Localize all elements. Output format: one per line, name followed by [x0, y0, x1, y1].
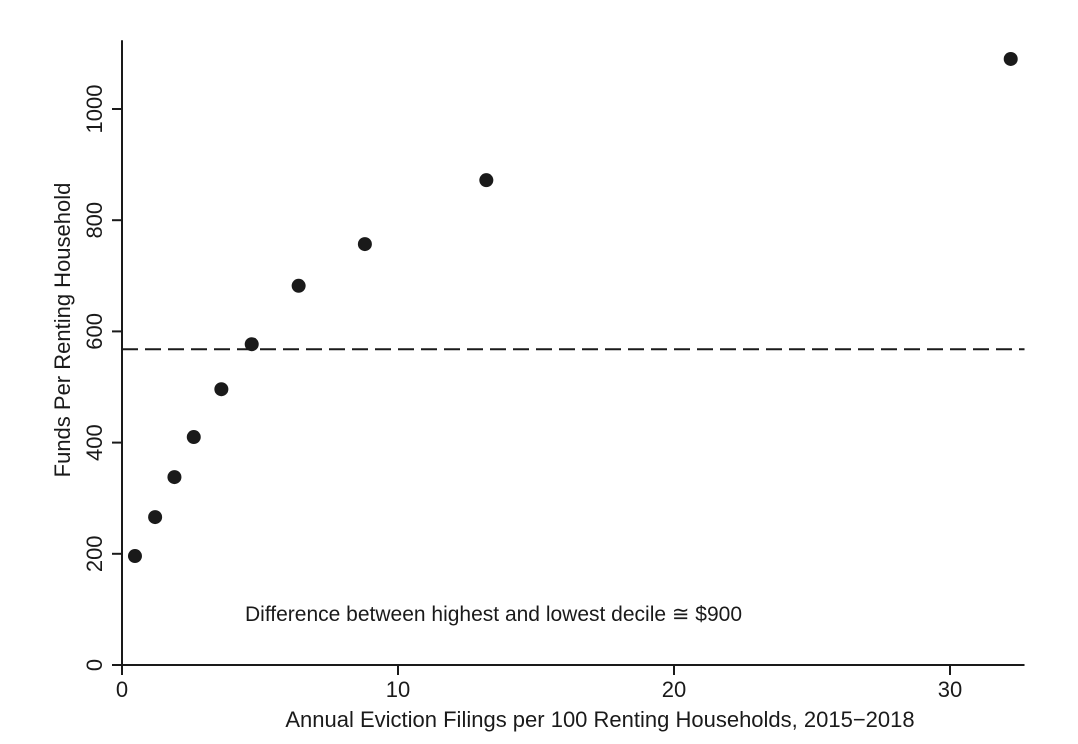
y-tick-label: 800	[82, 202, 107, 239]
data-point	[244, 337, 259, 352]
y-tick-label: 200	[82, 535, 107, 572]
x-tick-label: 20	[662, 677, 686, 702]
y-tick-label: 0	[82, 659, 107, 671]
data-point	[186, 430, 201, 445]
data-point	[357, 237, 372, 252]
annotation-text: Difference between highest and lowest de…	[245, 603, 742, 626]
data-point	[291, 278, 306, 293]
x-axis: 0 10 20 30	[112, 664, 1025, 702]
y-axis-title: Funds Per Renting Household	[50, 183, 75, 478]
y-tick-label: 600	[82, 313, 107, 350]
x-tick-label: 10	[386, 677, 410, 702]
data-point	[214, 382, 229, 397]
data-point	[479, 173, 494, 188]
data-point	[167, 470, 182, 485]
data-points	[127, 51, 1018, 564]
y-axis: 0 200 400 600 800 1000	[82, 40, 123, 671]
x-tick-label: 30	[938, 677, 962, 702]
x-tick-label: 0	[116, 677, 128, 702]
data-point	[127, 549, 142, 564]
x-axis-title: Annual Eviction Filings per 100 Renting …	[285, 707, 914, 732]
data-point	[148, 510, 163, 525]
data-point	[1003, 51, 1018, 66]
y-tick-label: 1000	[82, 85, 107, 134]
y-tick-label: 400	[82, 424, 107, 461]
